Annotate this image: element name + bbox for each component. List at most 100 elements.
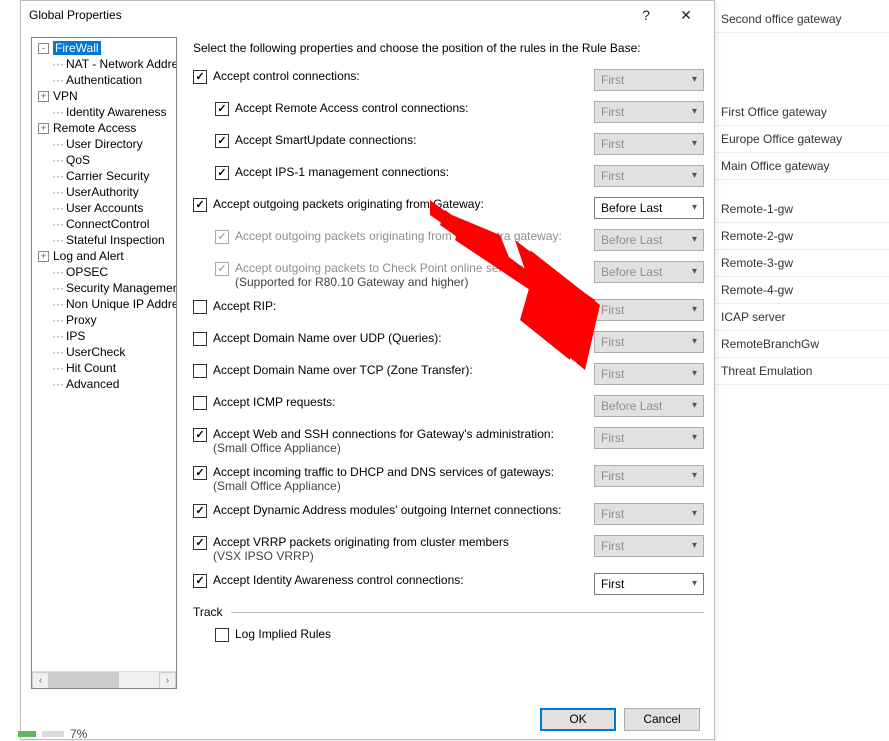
accept-rip-checkbox[interactable] xyxy=(193,300,207,314)
accept-outgoing-gw-label: Accept outgoing packets originating from… xyxy=(213,197,594,211)
bg-item[interactable]: Threat Emulation xyxy=(715,358,889,385)
expand-icon[interactable]: + xyxy=(38,251,49,262)
bg-item[interactable]: ICAP server xyxy=(715,304,889,331)
tree-node[interactable]: ···OPSEC xyxy=(34,264,176,280)
tree-node[interactable]: ···Proxy xyxy=(34,312,176,328)
bg-item[interactable]: Second office gateway xyxy=(715,6,889,33)
ok-button[interactable]: OK xyxy=(540,708,616,731)
tree-node[interactable]: ···Identity Awareness xyxy=(34,104,176,120)
chevron-down-icon: ▾ xyxy=(692,234,697,245)
chevron-down-icon: ▾ xyxy=(692,336,697,347)
tree-horizontal-scrollbar[interactable]: ‹ › xyxy=(32,671,176,688)
bg-item[interactable]: Remote-4-gw xyxy=(715,277,889,304)
accept-control-checkbox[interactable] xyxy=(193,70,207,84)
firewall-settings-panel: Select the following properties and choo… xyxy=(187,37,704,689)
bg-item[interactable]: Remote-2-gw xyxy=(715,223,889,250)
tree-label: Identity Awareness xyxy=(66,105,167,119)
accept-dns-udp-checkbox[interactable] xyxy=(193,332,207,346)
tree-node[interactable]: ···UserCheck xyxy=(34,344,176,360)
accept-ips1-checkbox[interactable] xyxy=(215,166,229,180)
chevron-down-icon: ▾ xyxy=(692,74,697,85)
tree-label: Authentication xyxy=(66,73,142,87)
dialog-title: Global Properties xyxy=(29,8,626,22)
chevron-down-icon: ▾ xyxy=(692,266,697,277)
chevron-down-icon: ▾ xyxy=(692,400,697,411)
chevron-down-icon: ▾ xyxy=(692,368,697,379)
accept-outgoing-connectra-row: Accept outgoing packets originating from… xyxy=(193,229,704,251)
accept-web-ssh-checkbox[interactable] xyxy=(193,428,207,442)
accept-dns-tcp-checkbox[interactable] xyxy=(193,364,207,378)
accept-icmp-checkbox[interactable] xyxy=(193,396,207,410)
tree-label: UserCheck xyxy=(66,345,125,359)
log-implied-rules-checkbox[interactable] xyxy=(215,628,229,642)
tree-label: OPSEC xyxy=(66,265,108,279)
help-icon[interactable]: ? xyxy=(626,7,666,23)
tree-label: Non Unique IP Address xyxy=(66,297,177,311)
tree-node[interactable]: ···Advanced xyxy=(34,376,176,392)
tree-node[interactable]: ···QoS xyxy=(34,152,176,168)
accept-outgoing-gw-position-select[interactable]: Before Last▾ xyxy=(594,197,704,219)
scroll-right-icon[interactable]: › xyxy=(159,672,176,689)
bg-item[interactable]: Remote-1-gw xyxy=(715,196,889,223)
chevron-down-icon: ▾ xyxy=(692,508,697,519)
close-icon[interactable]: ✕ xyxy=(666,7,706,24)
expand-icon[interactable]: + xyxy=(38,123,49,134)
scroll-left-icon[interactable]: ‹ xyxy=(32,672,49,689)
tree-node[interactable]: +VPN xyxy=(34,88,176,104)
expand-icon[interactable]: + xyxy=(38,91,49,102)
bg-item[interactable]: Remote-3-gw xyxy=(715,250,889,277)
accept-identity-awareness-position-select[interactable]: First▾ xyxy=(594,573,704,595)
bg-item[interactable]: RemoteBranchGw xyxy=(715,331,889,358)
accept-remote-access-checkbox[interactable] xyxy=(215,102,229,116)
tree-node[interactable]: ···User Directory xyxy=(34,136,176,152)
bg-item[interactable]: First Office gateway xyxy=(715,99,889,126)
tree-node[interactable]: ···IPS xyxy=(34,328,176,344)
tree-node[interactable]: ···UserAuthority xyxy=(34,184,176,200)
tree-label: Proxy xyxy=(66,313,97,327)
accept-dynamic-addr-label: Accept Dynamic Address modules' outgoing… xyxy=(213,503,594,517)
accept-outgoing-cp-online-checkbox xyxy=(215,262,229,276)
tree-node[interactable]: ···Carrier Security xyxy=(34,168,176,184)
tree-node[interactable]: -FireWall xyxy=(34,40,176,56)
background-object-list: Second office gateway First Office gatewa… xyxy=(714,0,889,741)
dialog-titlebar: Global Properties ? ✕ xyxy=(21,1,714,29)
accept-outgoing-cp-online-position-select: Before Last▾ xyxy=(594,261,704,283)
chevron-down-icon: ▾ xyxy=(692,170,697,181)
tree-node[interactable]: +Log and Alert xyxy=(34,248,176,264)
tree-node[interactable]: ···NAT - Network Address xyxy=(34,56,176,72)
expand-icon[interactable]: - xyxy=(38,43,49,54)
tree-node[interactable]: ···Security Management . xyxy=(34,280,176,296)
accept-ips1-row: Accept IPS-1 management connections:Firs… xyxy=(193,165,704,187)
tree-node[interactable]: +Remote Access xyxy=(34,120,176,136)
accept-vrrp-checkbox[interactable] xyxy=(193,536,207,550)
accept-smartupdate-checkbox[interactable] xyxy=(215,134,229,148)
accept-dns-udp-label: Accept Domain Name over UDP (Queries): xyxy=(213,331,594,345)
tree-node[interactable]: ···Hit Count xyxy=(34,360,176,376)
tree-label: Security Management . xyxy=(66,281,177,295)
cancel-button[interactable]: Cancel xyxy=(624,708,700,731)
accept-smartupdate-label: Accept SmartUpdate connections: xyxy=(235,133,594,147)
tree-node[interactable]: ···User Accounts xyxy=(34,200,176,216)
tree-node[interactable]: ···ConnectControl xyxy=(34,216,176,232)
scroll-thumb[interactable] xyxy=(49,672,119,689)
tree-node[interactable]: ···Stateful Inspection xyxy=(34,232,176,248)
accept-outgoing-cp-online-label: Accept outgoing packets to Check Point o… xyxy=(235,261,594,289)
bg-item[interactable]: Main Office gateway xyxy=(715,153,889,180)
chevron-down-icon: ▾ xyxy=(692,432,697,443)
accept-identity-awareness-checkbox[interactable] xyxy=(193,574,207,588)
accept-icmp-row: Accept ICMP requests:Before Last▾ xyxy=(193,395,704,417)
tree-node[interactable]: ···Authentication xyxy=(34,72,176,88)
accept-ips1-position-select: First▾ xyxy=(594,165,704,187)
accept-dhcp-dns-label: Accept incoming traffic to DHCP and DNS … xyxy=(213,465,594,493)
accept-smartupdate-row: Accept SmartUpdate connections:First▾ xyxy=(193,133,704,155)
tree-label: Advanced xyxy=(66,377,119,391)
tree-label: QoS xyxy=(66,153,90,167)
accept-outgoing-gw-checkbox[interactable] xyxy=(193,198,207,212)
bg-item[interactable]: Europe Office gateway xyxy=(715,126,889,153)
accept-dns-udp-row: Accept Domain Name over UDP (Queries):Fi… xyxy=(193,331,704,353)
nav-tree[interactable]: -FireWall···NAT - Network Address···Auth… xyxy=(31,37,177,689)
tree-node[interactable]: ···Non Unique IP Address xyxy=(34,296,176,312)
accept-remote-access-row: Accept Remote Access control connections… xyxy=(193,101,704,123)
accept-dynamic-addr-checkbox[interactable] xyxy=(193,504,207,518)
accept-dhcp-dns-checkbox[interactable] xyxy=(193,466,207,480)
